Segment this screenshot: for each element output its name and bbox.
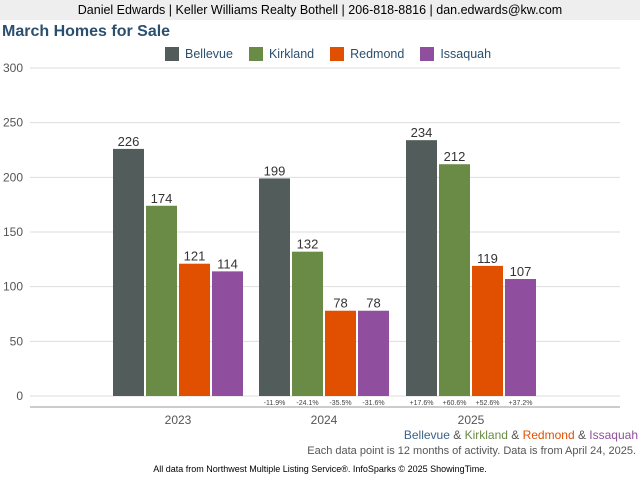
data-source-credit: All data from Northwest Multiple Listing… (153, 464, 487, 474)
legend-item-redmond[interactable]: Redmond (330, 47, 404, 61)
y-tick-label: 250 (3, 116, 23, 130)
data-label: 226 (118, 134, 140, 149)
data-label: 174 (151, 191, 173, 206)
y-tick-label: 150 (3, 225, 23, 239)
footer-legend-issaquah: Issaquah (589, 428, 638, 442)
change-label: +52.6% (476, 400, 500, 407)
data-label: 199 (264, 163, 286, 178)
footer-legend-separator: & (574, 428, 590, 442)
bar-bellevue-2023 (113, 148, 144, 396)
legend-label: Bellevue (185, 47, 233, 61)
data-label: 119 (477, 251, 498, 266)
legend-swatch (165, 47, 179, 61)
change-label: +17.6% (410, 400, 434, 407)
chart-title: March Homes for Sale (2, 23, 171, 40)
bar-issaquah-2024 (358, 310, 389, 396)
legend-label: Kirkland (268, 47, 315, 61)
y-tick-label: 200 (3, 170, 23, 184)
footer-legend-kirkland: Kirkland (464, 428, 508, 442)
data-label: 212 (444, 149, 466, 164)
x-tick-label: 2025 (458, 413, 485, 427)
agent-contact-text: Daniel Edwards | Keller Williams Realty … (77, 3, 563, 17)
y-tick-label: 0 (16, 389, 23, 403)
change-label: -35.5% (329, 400, 351, 407)
bar-redmond-2023 (179, 263, 210, 396)
change-label: -24.1% (296, 400, 318, 407)
legend-item-bellevue[interactable]: Bellevue (165, 47, 233, 61)
bar-issaquah-2025 (505, 279, 536, 396)
footer-legend: Bellevue & Kirkland & Redmond & Issaquah (404, 428, 638, 442)
bar-issaquah-2023 (212, 271, 243, 396)
bar-redmond-2024 (325, 310, 356, 396)
legend-label: Issaquah (440, 47, 492, 61)
y-tick-label: 300 (3, 61, 23, 75)
x-tick-label: 2023 (165, 413, 192, 427)
footer-legend-separator: & (507, 428, 523, 442)
data-label: 78 (333, 296, 347, 311)
data-label: 114 (217, 256, 238, 271)
x-tick-label: 2024 (311, 413, 338, 427)
change-label: +37.2% (509, 400, 533, 407)
data-label: 107 (510, 264, 532, 279)
data-period-note: Each data point is 12 months of activity… (307, 445, 636, 457)
bar-bellevue-2024 (259, 178, 290, 396)
bar-kirkland-2025 (439, 164, 470, 396)
legend-label: Redmond (350, 47, 405, 61)
footer-legend-redmond: Redmond (522, 428, 575, 442)
data-label: 234 (411, 125, 433, 140)
y-tick-label: 50 (10, 334, 24, 348)
data-label: 132 (297, 237, 319, 252)
bar-redmond-2025 (472, 265, 503, 396)
footer-legend-separator: & (449, 428, 465, 442)
data-label: 78 (366, 296, 380, 311)
legend-item-issaquah[interactable]: Issaquah (420, 47, 491, 61)
bar-kirkland-2023 (146, 205, 177, 396)
y-tick-label: 100 (3, 280, 23, 294)
bar-bellevue-2025 (406, 140, 437, 396)
legend-swatch (330, 47, 345, 61)
bar-kirkland-2024 (292, 251, 323, 396)
chart-legend: Bellevue Kirkland Redmond Issaquah (165, 46, 491, 62)
change-label: -31.6% (362, 400, 384, 407)
change-label: +60.6% (443, 400, 467, 407)
legend-item-kirkland[interactable]: Kirkland (248, 47, 315, 61)
legend-swatch (248, 47, 263, 61)
legend-swatch (420, 47, 435, 61)
data-label: 121 (184, 249, 206, 264)
agent-header-bar: Daniel Edwards | Keller Williams Realty … (0, 0, 640, 20)
footer-legend-bellevue: Bellevue (403, 428, 450, 442)
change-label: -11.9% (264, 400, 286, 407)
